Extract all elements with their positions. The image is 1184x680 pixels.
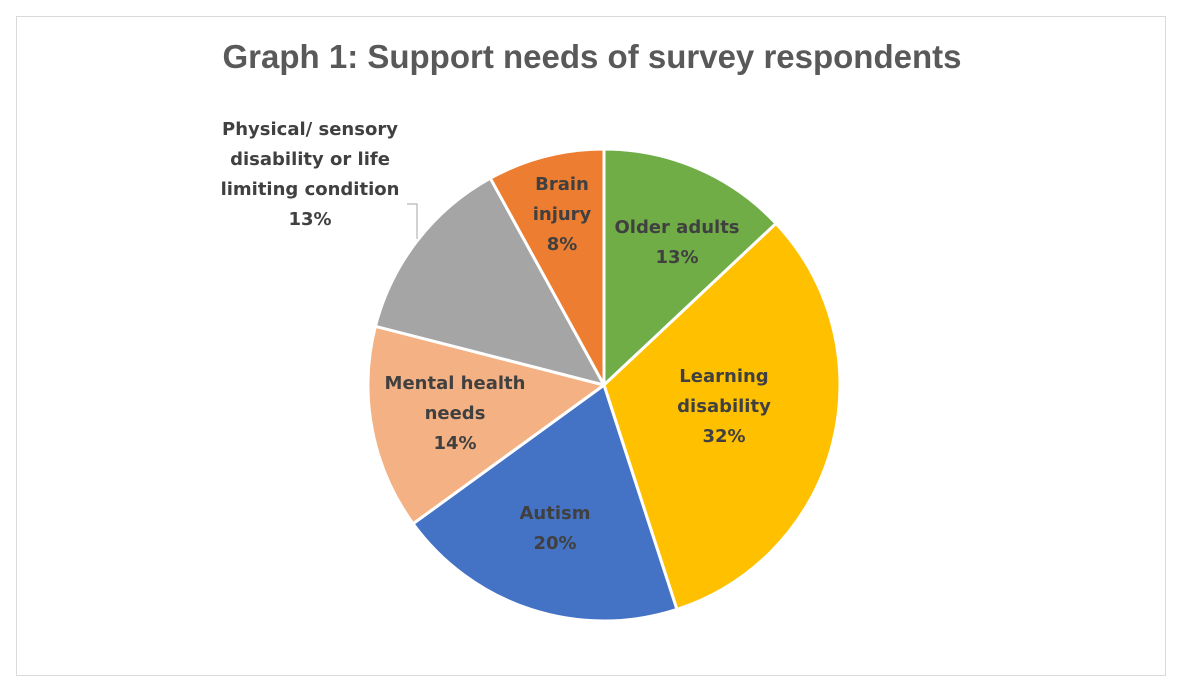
data-label-percent: 13% — [655, 247, 698, 268]
data-label-autism: Autism 20% — [520, 503, 591, 554]
data-label-text: Mental health — [385, 373, 526, 394]
data-label-older-adults: Older adults 13% — [614, 217, 739, 268]
data-label-mental-health-needs: Mental health needs 14% — [385, 373, 526, 454]
data-label-brain-injury: Brain injury 8% — [533, 174, 592, 255]
data-label-text: Brain — [535, 174, 589, 195]
pie-slice-brain-injury — [488, 147, 606, 387]
pie-slice-older-adults — [602, 147, 778, 387]
data-label-percent: 13% — [288, 209, 331, 230]
data-label-text: limiting condition — [221, 179, 400, 200]
pie-slice-mental-health-needs — [366, 324, 606, 526]
data-label-text: Learning — [679, 366, 768, 387]
pie-slice-learning-disability — [602, 221, 842, 611]
data-label-text: disability or life — [230, 149, 390, 170]
data-label-percent: 32% — [702, 426, 745, 447]
leader-line-physical-sensory — [407, 203, 418, 239]
data-label-percent: 8% — [547, 234, 578, 255]
data-label-text: Autism — [520, 503, 591, 524]
pie-slice-physical-sensory — [373, 176, 606, 387]
chart-title: Graph 1: Support needs of survey respond… — [222, 38, 962, 75]
data-label-text: Physical/ sensory — [222, 119, 398, 140]
data-label-learning-disability: Learning disability 32% — [677, 366, 771, 447]
data-label-percent: 14% — [433, 433, 476, 454]
data-label-percent: 20% — [533, 533, 576, 554]
data-label-text: disability — [677, 396, 771, 417]
pie-slice-autism — [411, 383, 679, 623]
data-label-physical-sensory: Physical/ sensory disability or life limit… — [221, 119, 400, 230]
data-label-text: injury — [533, 204, 592, 225]
data-label-text: Older adults — [614, 217, 739, 238]
data-label-text: needs — [425, 403, 486, 424]
